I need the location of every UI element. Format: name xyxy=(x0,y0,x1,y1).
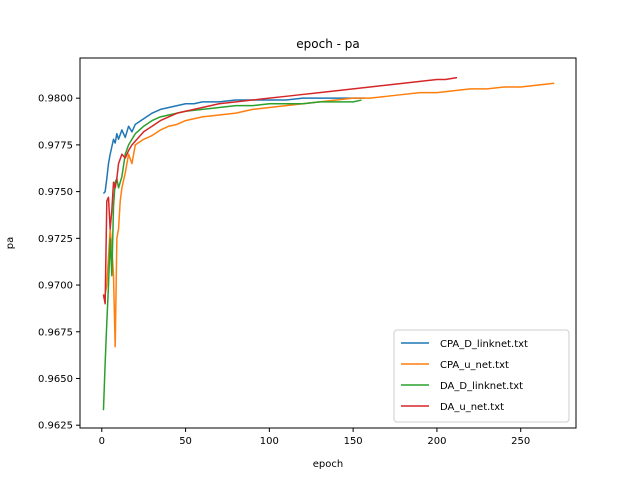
x-tick-label-0: 0 xyxy=(99,436,105,447)
legend-label-1: CPA_u_net.txt xyxy=(440,360,509,371)
y-tick-label-7: 0.9800 xyxy=(38,94,73,105)
y-tick-label-0: 0.9625 xyxy=(38,421,73,432)
series-line-2 xyxy=(102,99,362,411)
y-tick-label-4: 0.9725 xyxy=(38,234,73,245)
legend-label-3: DA_u_net.txt xyxy=(440,402,504,413)
plot-frame xyxy=(79,57,577,429)
x-tick-label-3: 150 xyxy=(344,436,363,447)
legend-label-2: DA_D_linknet.txt xyxy=(440,381,523,392)
y-axis: 0.9625 0.9650 0.9675 0.9700 0.9725 0.9750 0.97… xyxy=(38,94,80,432)
y-tick-label-6: 0.9775 xyxy=(38,140,73,151)
x-axis: 0 50 100 150 200 250 xyxy=(99,428,530,447)
legend-box xyxy=(393,329,570,423)
series-line-1 xyxy=(102,82,555,348)
legend-label-0: CPA_D_linknet.txt xyxy=(440,339,528,350)
x-tick-label-5: 250 xyxy=(511,436,530,447)
x-tick-label-1: 50 xyxy=(179,436,192,447)
x-axis-label: epoch xyxy=(313,459,343,470)
y-tick-label-2: 0.9675 xyxy=(38,327,73,338)
y-tick-label-5: 0.9750 xyxy=(38,187,73,198)
chart-title: epoch - pa xyxy=(296,37,359,51)
y-tick-label-3: 0.9700 xyxy=(38,281,73,292)
series-line-0 xyxy=(102,97,365,194)
series-line-3 xyxy=(102,76,458,305)
y-tick-label-1: 0.9650 xyxy=(38,374,73,385)
y-axis-label: pa xyxy=(5,237,16,249)
legend: CPA_D_linknet.txt CPA_u_net.txt DA_D_linkn… xyxy=(393,329,570,423)
x-tick-label-2: 100 xyxy=(260,436,279,447)
x-tick-label-4: 200 xyxy=(427,436,446,447)
series-layer xyxy=(102,76,555,411)
